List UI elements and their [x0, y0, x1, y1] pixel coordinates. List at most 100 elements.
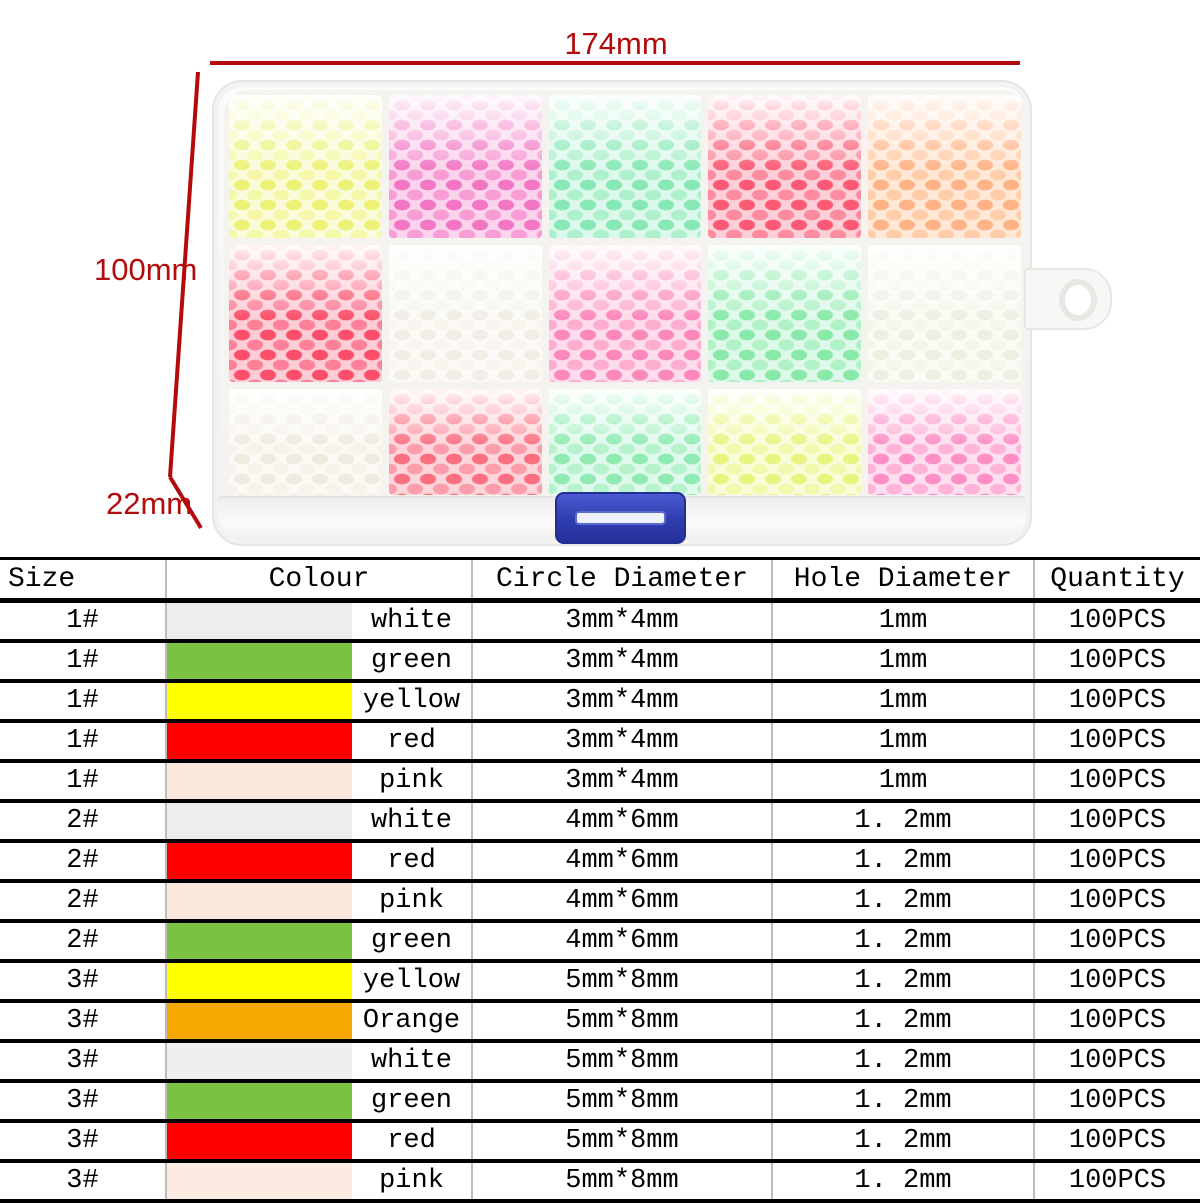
- size-cell: 2#: [0, 883, 167, 919]
- colour-label: white: [370, 1046, 452, 1076]
- hinge-hole: [1059, 279, 1097, 321]
- colour-swatch: [167, 643, 352, 679]
- quantity-cell: 100PCS: [1068, 646, 1167, 676]
- hole-diameter-cell: 1. 2mm: [773, 803, 1035, 839]
- hole-diameter-cell: 1. 2mm: [773, 1083, 1035, 1119]
- colour-swatch: [167, 603, 352, 639]
- bead-compartment-yellow: [229, 95, 382, 238]
- colour-label: Orange: [362, 1006, 461, 1036]
- table-row: 3# red 5mm*8mm 1. 2mm 100PCS: [0, 1123, 1200, 1163]
- size-cell: 3#: [0, 1043, 167, 1079]
- depth-dimension-line: [168, 475, 203, 530]
- hole-diameter-cell: 1mm: [773, 763, 1035, 799]
- table-row: 3# pink 5mm*8mm 1. 2mm 100PCS: [0, 1163, 1200, 1203]
- hole-diameter-cell: 1. 2mm: [773, 843, 1035, 879]
- hole-diameter-cell: 1. 2mm: [773, 1123, 1035, 1159]
- spec-table: Size Colour Circle Diameter Hole Diamete…: [0, 557, 1200, 1203]
- width-dimension-label: 174mm: [564, 26, 668, 61]
- table-row: 3# white 5mm*8mm 1. 2mm 100PCS: [0, 1043, 1200, 1083]
- quantity-cell: 100PCS: [1068, 846, 1167, 876]
- quantity-cell: 100PCS: [1068, 1086, 1167, 1116]
- dimension-lines: [168, 61, 1020, 530]
- quantity-cell: 100PCS: [1068, 606, 1167, 636]
- size-cell: 1#: [0, 723, 167, 759]
- circle-diameter-cell: 3mm*4mm: [473, 763, 773, 799]
- circle-diameter-cell: 4mm*6mm: [473, 923, 773, 959]
- colour-cell: Orange: [167, 1003, 473, 1039]
- colour-label: red: [387, 726, 436, 756]
- circle-diameter-cell: 5mm*8mm: [473, 1163, 773, 1199]
- bead-compartment-pink-3: [868, 389, 1021, 495]
- table-row: 1# yellow 3mm*4mm 1mm 100PCS: [0, 683, 1200, 723]
- hole-diameter-cell: 1. 2mm: [773, 923, 1035, 959]
- hole-diameter-cell: 1mm: [773, 603, 1035, 639]
- bead-compartment-white-2: [868, 244, 1021, 383]
- bead-compartment-orange: [868, 95, 1021, 238]
- table-row: 1# red 3mm*4mm 1mm 100PCS: [0, 723, 1200, 763]
- bead-compartment-red: [708, 95, 862, 238]
- colour-label: yellow: [362, 966, 461, 996]
- colour-cell: pink: [167, 1163, 473, 1199]
- hole-diameter-cell: 1mm: [773, 683, 1035, 719]
- bead-compartment-green: [548, 95, 702, 238]
- hole-diameter-cell: 1. 2mm: [773, 1163, 1035, 1199]
- colour-swatch: [167, 963, 352, 999]
- colour-cell: yellow: [167, 963, 473, 999]
- bead-compartment-red-2: [229, 244, 382, 383]
- circle-diameter-cell: 5mm*8mm: [473, 1043, 773, 1079]
- size-cell: 1#: [0, 643, 167, 679]
- size-cell: 1#: [0, 603, 167, 639]
- table-row: 2# red 4mm*6mm 1. 2mm 100PCS: [0, 843, 1200, 883]
- colour-cell: red: [167, 1123, 473, 1159]
- hole-diameter-cell: 1mm: [773, 723, 1035, 759]
- bead-compartment-white: [388, 244, 542, 383]
- size-cell: 1#: [0, 763, 167, 799]
- colour-cell: white: [167, 1043, 473, 1079]
- colour-label: yellow: [362, 686, 461, 716]
- bead-grid: [224, 90, 1026, 500]
- colour-cell: green: [167, 1083, 473, 1119]
- circle-diameter-cell: 5mm*8mm: [473, 1123, 773, 1159]
- header-hole-diameter: Hole Diameter: [773, 560, 1035, 598]
- colour-swatch: [167, 1123, 352, 1159]
- table-row: 1# white 3mm*4mm 1mm 100PCS: [0, 603, 1200, 643]
- spec-table-body: 1# white 3mm*4mm 1mm 100PCS 1# green 3mm…: [0, 603, 1200, 1203]
- height-dimension-line: [168, 71, 200, 478]
- header-quantity: Quantity: [1050, 563, 1185, 595]
- size-cell: 3#: [0, 963, 167, 999]
- header-colour: Colour: [167, 560, 473, 598]
- hinge-tab: [1024, 268, 1112, 330]
- hole-diameter-cell: 1mm: [773, 643, 1035, 679]
- colour-swatch: [167, 1043, 352, 1079]
- colour-swatch: [167, 923, 352, 959]
- table-row: 3# Orange 5mm*8mm 1. 2mm 100PCS: [0, 1003, 1200, 1043]
- colour-cell: red: [167, 723, 473, 759]
- table-row: 2# white 4mm*6mm 1. 2mm 100PCS: [0, 803, 1200, 843]
- colour-cell: white: [167, 603, 473, 639]
- quantity-cell: 100PCS: [1068, 926, 1167, 956]
- bead-box-photo: 174mm 100mm 22mm: [0, 0, 1200, 557]
- colour-cell: green: [167, 643, 473, 679]
- circle-diameter-cell: 5mm*8mm: [473, 963, 773, 999]
- bead-compartment-yellow-2: [708, 389, 862, 495]
- latch: [555, 492, 686, 544]
- colour-cell: yellow: [167, 683, 473, 719]
- colour-swatch: [167, 803, 352, 839]
- colour-label: green: [370, 926, 452, 956]
- bead-compartment-white-3: [229, 389, 382, 495]
- quantity-cell: 100PCS: [1068, 1166, 1167, 1196]
- storage-box: [212, 80, 1112, 546]
- size-cell: 1#: [0, 683, 167, 719]
- colour-label: red: [387, 846, 436, 876]
- colour-cell: pink: [167, 763, 473, 799]
- header-size: Size: [0, 560, 167, 598]
- colour-swatch: [167, 723, 352, 759]
- colour-cell: red: [167, 843, 473, 879]
- colour-label: pink: [379, 766, 444, 796]
- circle-diameter-cell: 3mm*4mm: [473, 683, 773, 719]
- quantity-cell: 100PCS: [1068, 686, 1167, 716]
- bead-compartment-pink: [388, 95, 542, 238]
- height-dimension-label: 100mm: [94, 252, 198, 287]
- colour-label: pink: [379, 1166, 444, 1196]
